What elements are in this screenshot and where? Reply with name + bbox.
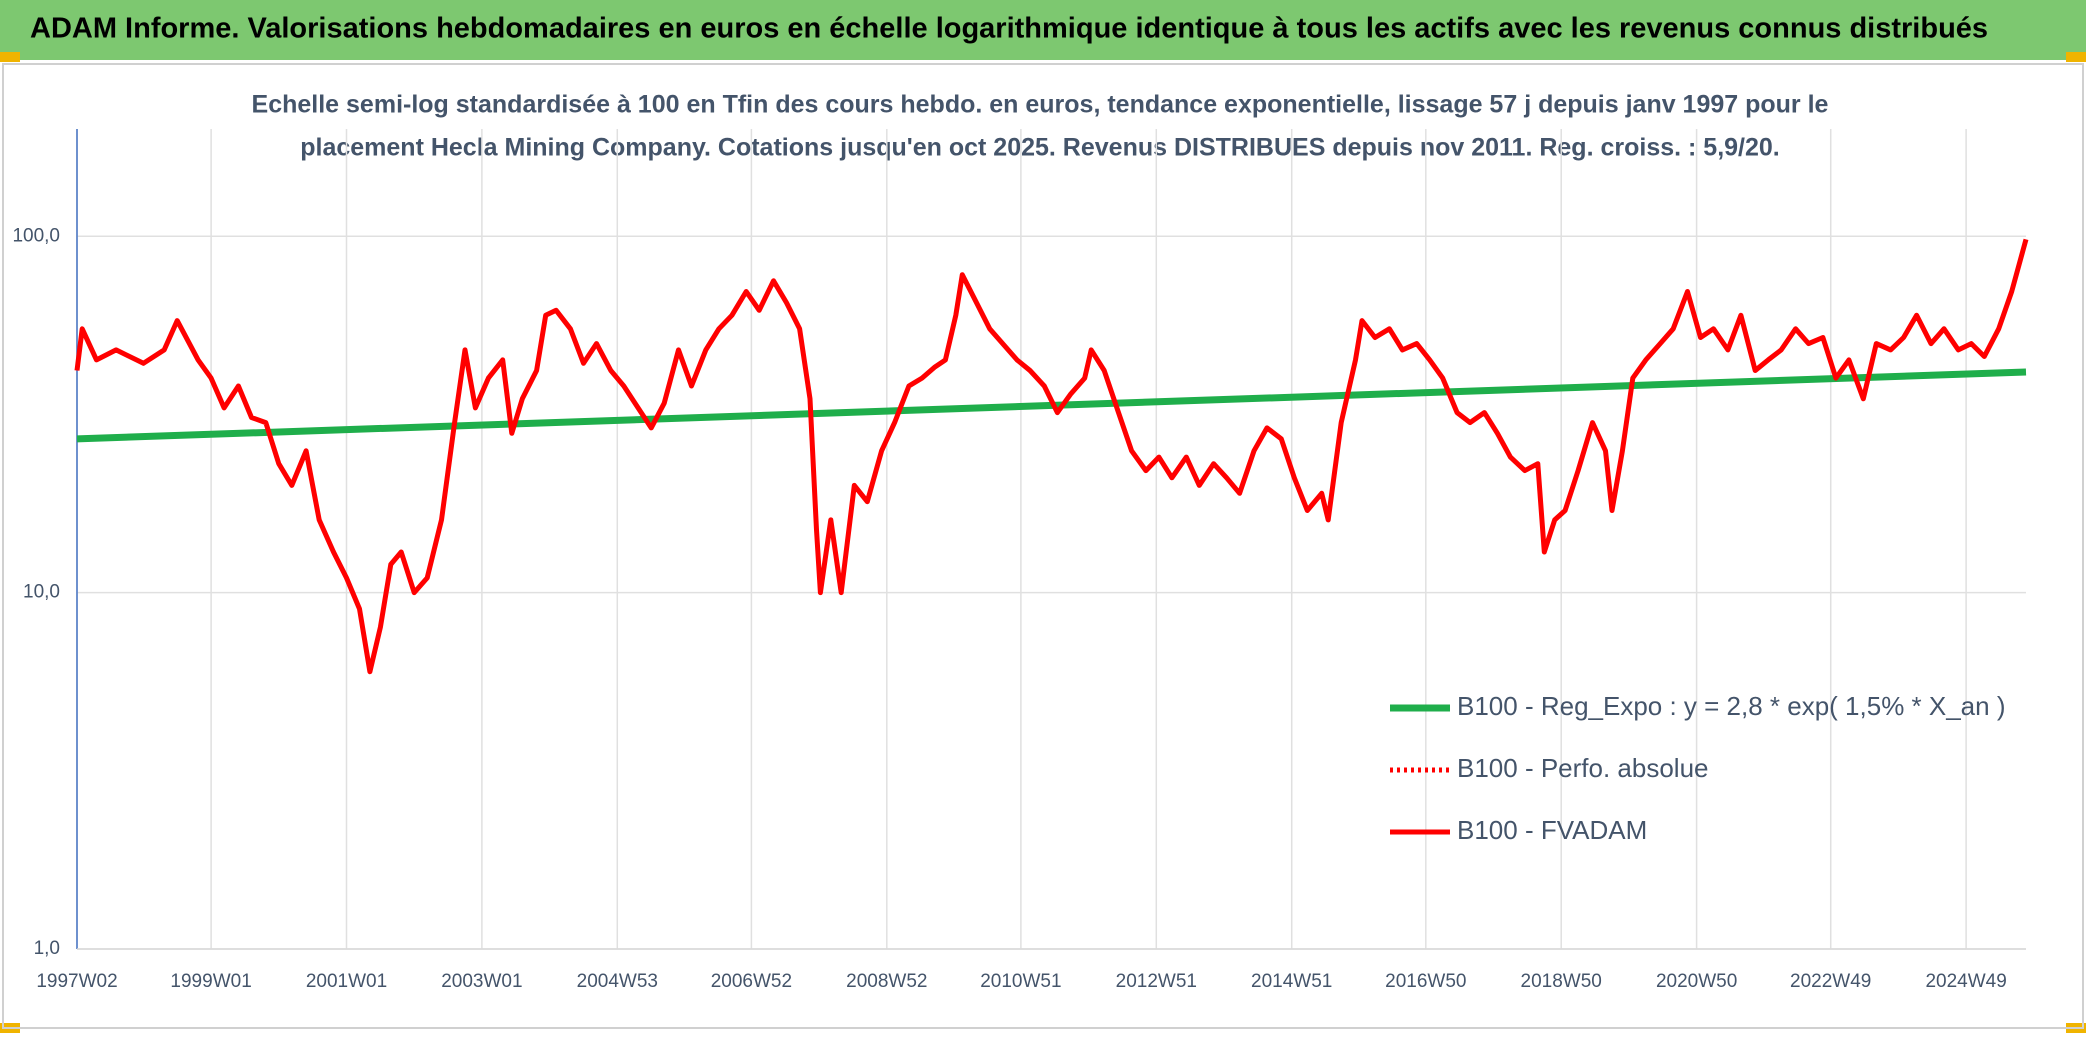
- x-tick-label: 2001W01: [306, 971, 387, 992]
- y-tick-label: 10,0: [23, 582, 60, 603]
- subtitle: Echelle semi-log standardisée à 100 en T…: [252, 91, 1829, 119]
- x-tick-label: 2018W50: [1521, 971, 1602, 992]
- title-bar: [0, 0, 2086, 60]
- legend-label: B100 - Perfo. absolue: [1457, 753, 1709, 783]
- corner: [0, 52, 20, 62]
- x-tick-label: 2006W52: [711, 971, 792, 992]
- y-tick-label: 100,0: [12, 225, 60, 246]
- x-tick-label: 1999W01: [170, 971, 251, 992]
- x-tick-label: 2016W50: [1385, 971, 1466, 992]
- x-tick-label: 2010W51: [980, 971, 1061, 992]
- x-tick-label: 1997W02: [36, 971, 117, 992]
- chart-title: ADAM Informe. Valorisations hebdomadaire…: [30, 13, 1988, 45]
- y-tick-label: 1,0: [34, 938, 60, 959]
- x-tick-label: 2024W49: [1925, 971, 2006, 992]
- x-tick-label: 2008W52: [846, 971, 927, 992]
- series-line: [74, 238, 2029, 675]
- x-tick-label: 2012W51: [1116, 971, 1197, 992]
- panel-border: [2, 63, 2084, 1029]
- x-tick-label: 2022W49: [1790, 971, 1871, 992]
- x-tick-label: 2020W50: [1656, 971, 1737, 992]
- x-tick-label: 2003W01: [441, 971, 522, 992]
- legend-label: B100 - FVADAM: [1457, 815, 1647, 845]
- corner: [2066, 52, 2086, 62]
- subtitle: placement Hecla Mining Company. Cotation…: [300, 134, 1780, 162]
- x-tick-label: 2014W51: [1251, 971, 1332, 992]
- x-tick-label: 2004W53: [577, 971, 658, 992]
- legend-label: B100 - Reg_Expo : y = 2,8 * exp( 1,5% * …: [1457, 691, 2006, 721]
